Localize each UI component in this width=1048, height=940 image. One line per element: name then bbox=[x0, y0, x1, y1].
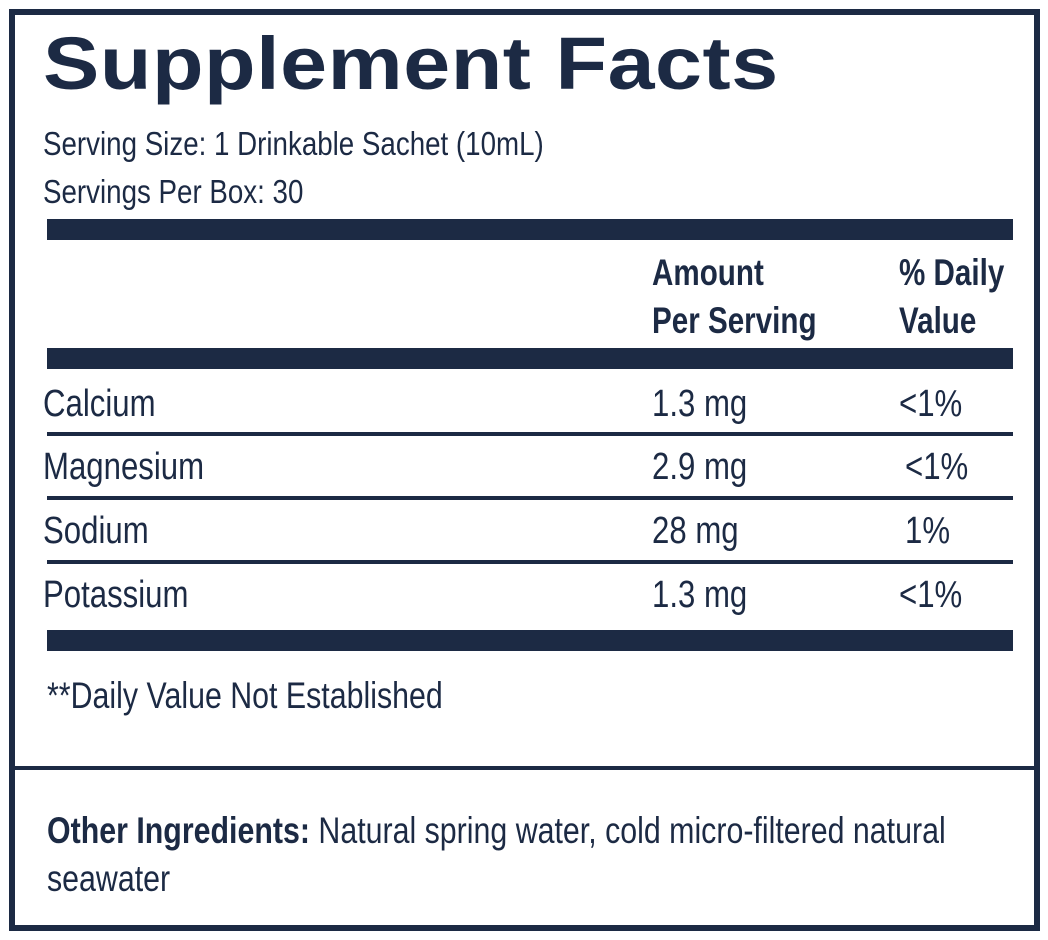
serving-size: Serving Size: 1 Drinkable Sachet (10mL) bbox=[43, 125, 544, 162]
bottom-rule bbox=[47, 630, 1013, 651]
row-sodium-amount: 28 mg bbox=[652, 510, 739, 552]
header-daily-value: % Daily Value bbox=[899, 249, 1004, 345]
other-ingredients-label: Other Ingredients: bbox=[47, 810, 310, 851]
row-potassium-name: Potassium bbox=[43, 574, 189, 616]
row-calcium-name: Calcium bbox=[43, 383, 156, 425]
other-ingredients-text: Natural spring water, cold micro-filtere… bbox=[47, 810, 946, 899]
row-calcium-amount: 1.3 mg bbox=[652, 383, 748, 425]
supplement-facts-panel: Supplement Facts Serving Size: 1 Drinkab… bbox=[9, 9, 1040, 931]
row-divider bbox=[47, 432, 1013, 436]
footnote: **Daily Value Not Established bbox=[47, 675, 443, 716]
other-ingredients: Other Ingredients: Natural spring water,… bbox=[47, 807, 974, 903]
header-amount: Amount Per Serving bbox=[652, 249, 817, 345]
servings-per-box: Servings Per Box: 30 bbox=[43, 173, 304, 210]
row-magnesium-dv: <1% bbox=[905, 446, 969, 488]
panel-title: Supplement Facts bbox=[43, 22, 779, 105]
section-divider bbox=[15, 766, 1034, 770]
top-rule bbox=[47, 219, 1013, 240]
row-divider bbox=[47, 560, 1013, 564]
row-potassium-amount: 1.3 mg bbox=[652, 574, 748, 616]
row-potassium-dv: <1% bbox=[899, 574, 963, 616]
header-dv-line1: % Daily bbox=[899, 252, 1005, 293]
row-magnesium-name: Magnesium bbox=[43, 446, 205, 488]
row-divider bbox=[47, 496, 1013, 500]
header-amount-line2: Per Serving bbox=[652, 300, 817, 341]
row-sodium-dv: 1% bbox=[905, 510, 951, 552]
header-rule bbox=[47, 348, 1013, 369]
header-dv-line2: Value bbox=[899, 300, 977, 341]
header-amount-line1: Amount bbox=[652, 252, 764, 293]
row-calcium-dv: <1% bbox=[899, 383, 963, 425]
row-sodium-name: Sodium bbox=[43, 510, 149, 552]
row-magnesium-amount: 2.9 mg bbox=[652, 446, 748, 488]
